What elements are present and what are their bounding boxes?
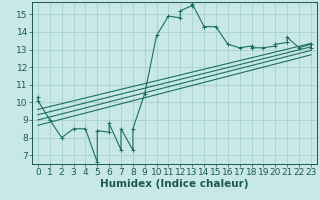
X-axis label: Humidex (Indice chaleur): Humidex (Indice chaleur) [100,179,249,189]
